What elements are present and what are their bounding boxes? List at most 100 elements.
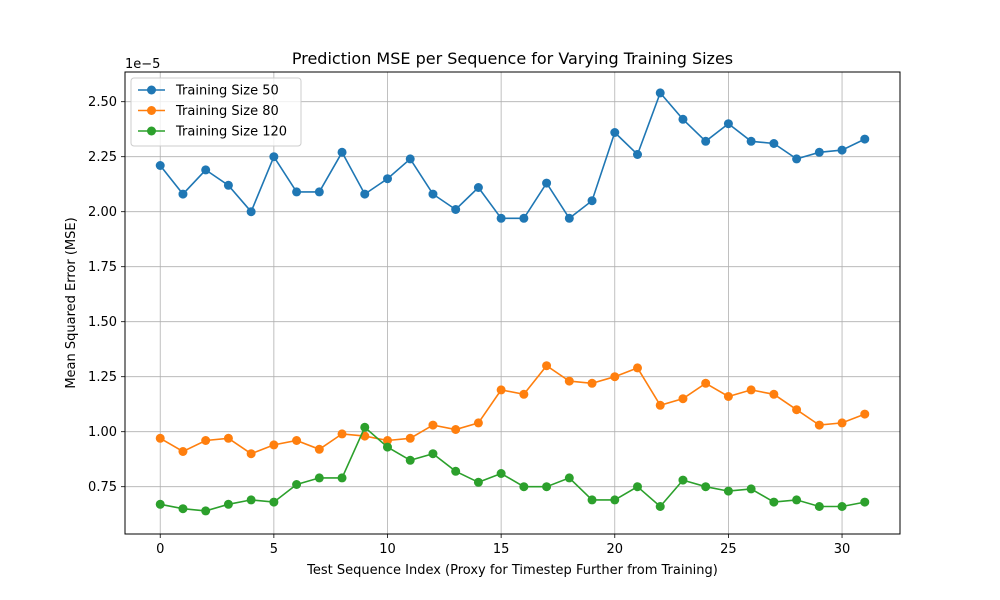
plot-frame <box>124 71 901 535</box>
data-point <box>451 205 461 214</box>
data-point <box>860 497 870 507</box>
data-point <box>223 499 233 509</box>
data-point <box>428 449 438 459</box>
data-point <box>587 495 597 505</box>
legend-item: Training Size 50 <box>138 84 279 99</box>
data-point <box>542 482 552 492</box>
data-point <box>792 154 802 164</box>
data-point <box>746 136 756 146</box>
series-layer <box>155 88 870 516</box>
data-point <box>269 497 279 507</box>
grid <box>125 72 900 534</box>
y-offset-label: 1e−5 <box>125 57 160 72</box>
legend: Training Size 50 Training Size 80 Training… <box>130 77 302 147</box>
data-point <box>473 418 483 428</box>
data-point <box>337 429 347 439</box>
data-point <box>814 502 824 511</box>
legend-marker <box>147 85 156 95</box>
data-point <box>564 376 574 386</box>
data-point <box>292 436 302 445</box>
legend-label: Training Size 50 <box>175 84 279 99</box>
data-point <box>792 405 802 415</box>
data-point <box>769 139 779 148</box>
data-point <box>496 213 506 223</box>
data-point <box>633 482 642 492</box>
data-point <box>405 455 415 465</box>
data-point <box>360 189 370 199</box>
ticks: 0 5 10 15 20 25 30 0.75 1.00 1.25 1.50 1.75 2.00 2.25… <box>88 95 850 557</box>
data-point <box>246 495 256 505</box>
data-point <box>337 473 347 483</box>
data-point <box>814 420 824 430</box>
data-point <box>633 363 642 373</box>
data-point <box>769 389 779 399</box>
data-point <box>723 119 733 129</box>
data-point <box>542 178 552 188</box>
data-point <box>542 361 552 371</box>
data-point <box>564 213 574 223</box>
data-point <box>701 482 711 492</box>
y-tick-label: 2.25 <box>88 150 117 165</box>
y-tick-label: 1.75 <box>88 260 117 275</box>
data-point <box>473 183 483 192</box>
legend-label: Training Size 80 <box>175 104 279 119</box>
y-tick-label: 1.00 <box>88 425 117 440</box>
data-point <box>519 482 529 492</box>
data-point <box>178 504 188 514</box>
x-tick-label: 15 <box>493 542 510 557</box>
data-point <box>655 88 665 98</box>
data-point <box>701 136 711 146</box>
legend-label: Training Size 120 <box>175 125 287 140</box>
data-point <box>723 392 733 401</box>
data-point <box>292 480 302 489</box>
x-tick-label: 25 <box>720 542 737 557</box>
data-point <box>155 161 165 170</box>
data-point <box>428 189 438 199</box>
series-3 <box>155 422 870 516</box>
series-2 <box>155 361 870 459</box>
y-tick-label: 1.50 <box>88 315 117 330</box>
data-point <box>178 189 188 199</box>
data-point <box>633 150 642 159</box>
data-point <box>201 436 211 445</box>
x-tick-label: 5 <box>270 542 278 557</box>
data-point <box>769 497 779 507</box>
data-point <box>723 486 733 496</box>
data-point <box>837 502 847 511</box>
series-line <box>159 364 866 455</box>
data-point <box>587 196 597 206</box>
y-tick-label: 2.00 <box>88 205 117 220</box>
data-point <box>678 394 688 404</box>
data-point <box>383 174 392 184</box>
data-point <box>564 473 574 483</box>
data-point <box>792 495 802 505</box>
data-point <box>519 213 529 223</box>
data-point <box>314 444 324 454</box>
legend-frame <box>130 77 302 147</box>
legend-item: Training Size 120 <box>138 125 287 140</box>
data-point <box>655 400 665 410</box>
y-tick-label: 2.50 <box>88 95 117 110</box>
data-point <box>223 433 233 443</box>
x-tick-label: 0 <box>156 542 164 557</box>
data-point <box>746 484 756 494</box>
data-point <box>314 187 324 197</box>
data-point <box>473 477 483 487</box>
data-point <box>269 440 279 450</box>
series-line <box>159 91 866 220</box>
series-line <box>160 425 865 512</box>
data-point <box>610 372 620 382</box>
data-point <box>496 469 506 478</box>
y-tick-label: 0.75 <box>88 480 117 495</box>
data-point <box>837 145 847 155</box>
data-point <box>678 114 688 124</box>
data-point <box>201 506 211 516</box>
data-point <box>701 378 711 388</box>
data-point <box>860 409 870 419</box>
data-point <box>451 425 461 434</box>
data-point <box>337 147 347 157</box>
legend-item: Training Size 80 <box>138 104 279 119</box>
data-point <box>246 449 256 459</box>
series-1 <box>155 88 870 223</box>
